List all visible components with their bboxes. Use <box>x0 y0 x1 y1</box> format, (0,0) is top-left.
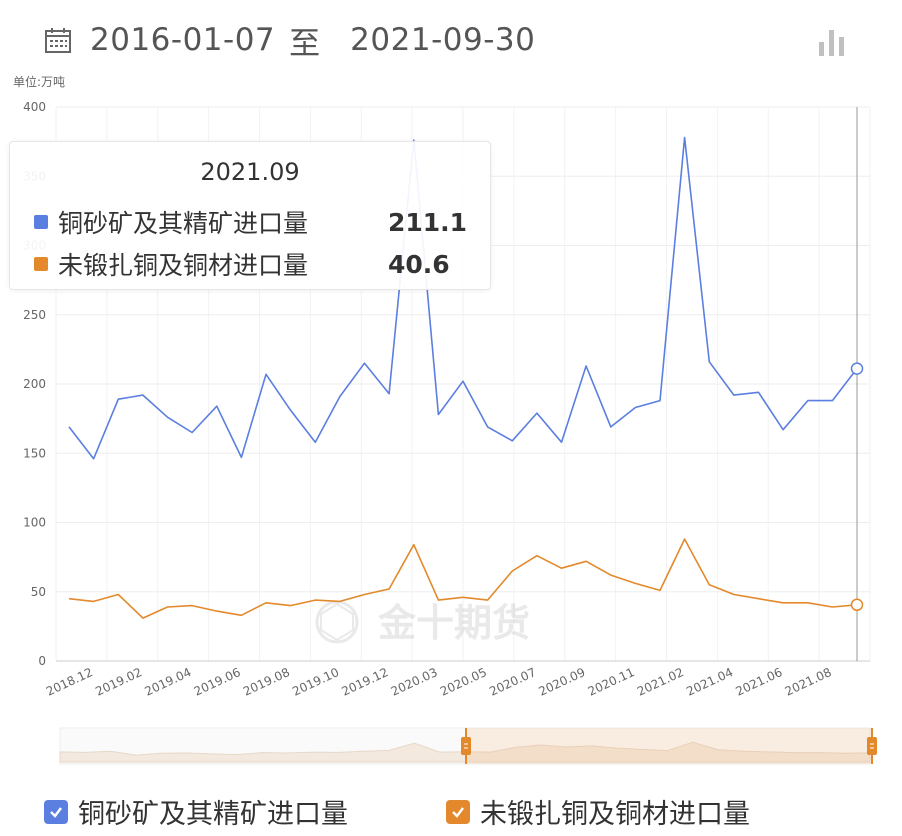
x-tick-label: 2020.03 <box>389 665 440 699</box>
tooltip-row-copper-material: 未锻扎铜及铜材进口量 40.6 <box>34 246 450 282</box>
series-layer <box>68 136 858 619</box>
tooltip-row-copper-ore: 铜砂矿及其精矿进口量 211.1 <box>34 204 467 240</box>
checkbox-icon[interactable] <box>446 799 470 824</box>
calendar-icon <box>45 28 71 53</box>
x-tick-label: 2020.09 <box>537 665 588 699</box>
hover-markers <box>850 362 864 612</box>
x-tick-label: 2020.05 <box>438 665 489 699</box>
tooltip-series-value: 40.6 <box>388 249 450 279</box>
y-tick-label: 200 <box>23 377 46 391</box>
x-tick-label: 2019.04 <box>143 665 194 699</box>
series-line-1[interactable] <box>68 538 858 619</box>
x-tick-label: 2019.08 <box>241 665 292 699</box>
legend-label: 未锻扎铜及铜材进口量 <box>480 799 750 830</box>
x-tick-label: 2021.04 <box>684 665 735 699</box>
y-tick-label: 0 <box>38 654 46 668</box>
date-separator: 至 <box>289 25 321 62</box>
x-tick-label: 2021.02 <box>635 665 686 699</box>
series-line-0[interactable] <box>68 136 858 460</box>
legend-label: 铜砂矿及其精矿进口量 <box>78 799 348 830</box>
watermark: 金十期货 <box>315 600 530 645</box>
y-tick-label: 50 <box>31 585 46 599</box>
tooltip-title: 2021.09 <box>200 158 300 186</box>
zoom-selected-range[interactable] <box>466 728 872 764</box>
x-tick-label: 2019.10 <box>290 665 341 699</box>
tooltip: 2021.09 铜砂矿及其精矿进口量 211.1 未锻扎铜及铜材进口量 40.6 <box>9 141 491 290</box>
tooltip-series-name: 未锻扎铜及铜材进口量 <box>58 251 309 280</box>
x-tick-label: 2019.12 <box>340 665 391 699</box>
checkbox-icon[interactable] <box>44 799 68 824</box>
data-zoom[interactable] <box>59 727 877 765</box>
legend-item-copper-material[interactable]: 未锻扎铜及铜材进口量 <box>446 792 750 831</box>
x-tick-label: 2021.08 <box>783 665 834 699</box>
y-axis: 050100150200250300350400 <box>23 100 46 668</box>
x-tick-label: 2018.12 <box>44 665 95 699</box>
y-tick-label: 150 <box>23 446 46 460</box>
y-tick-label: 250 <box>23 308 46 322</box>
x-axis: 2018.122019.022019.042019.062019.082019.… <box>44 665 834 699</box>
date-range[interactable]: 2016-01-07 至 2021-09-30 <box>44 18 535 62</box>
zoom-handle-right[interactable] <box>867 737 877 755</box>
x-tick-label: 2020.11 <box>586 665 637 699</box>
legend-item-copper-ore[interactable]: 铜砂矿及其精矿进口量 <box>44 792 348 831</box>
start-date[interactable]: 2016-01-07 <box>90 22 276 58</box>
x-tick-label: 2021.06 <box>734 665 785 699</box>
tooltip-series-value: 211.1 <box>388 207 468 237</box>
y-tick-label: 100 <box>23 516 46 530</box>
y-tick-label: 400 <box>23 100 46 114</box>
series-swatch <box>34 257 48 271</box>
y-axis-unit-label: 单位:万吨 <box>13 74 65 89</box>
series-0-hover-point[interactable] <box>850 362 864 375</box>
x-tick-label: 2019.02 <box>93 665 144 699</box>
x-tick-label: 2020.07 <box>487 665 538 699</box>
bar-chart-icon[interactable] <box>816 26 848 58</box>
series-1-hover-point[interactable] <box>850 598 864 612</box>
end-date[interactable]: 2021-09-30 <box>350 22 536 58</box>
watermark-text: 金十期货 <box>377 601 530 645</box>
series-swatch <box>34 215 48 229</box>
zoom-handle-left[interactable] <box>461 737 471 755</box>
x-tick-label: 2019.06 <box>192 665 243 699</box>
tooltip-series-name: 铜砂矿及其精矿进口量 <box>58 209 309 238</box>
